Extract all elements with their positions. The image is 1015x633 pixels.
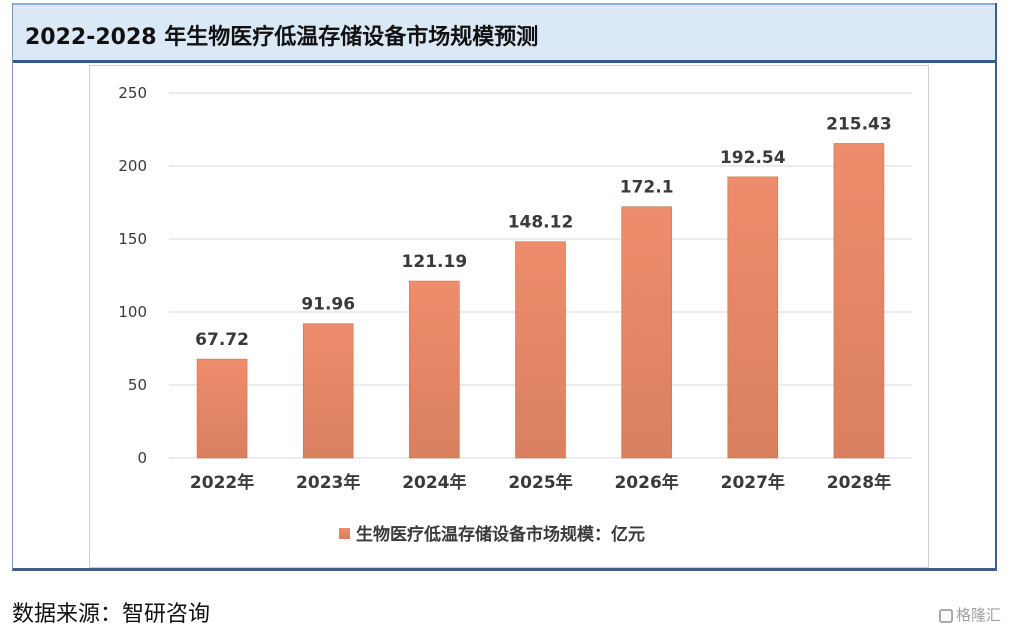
y-tick-label: 200	[118, 157, 147, 175]
y-tick-label: 0	[137, 449, 147, 467]
x-tick-label: 2027年	[721, 472, 785, 493]
data-label: 67.72	[195, 330, 249, 350]
legend-swatch	[339, 528, 350, 539]
data-label: 91.96	[301, 295, 355, 315]
bar-2023年	[302, 323, 354, 459]
y-tick-label: 250	[118, 84, 147, 102]
chart-area: 0 50 100 150 200 250 67.72 91.96 121.19 148.12 17…	[89, 65, 929, 568]
data-labels: 67.72 91.96 121.19 148.12 172.1 192.54 215.43	[195, 114, 892, 350]
watermark-logo-icon	[938, 609, 953, 623]
watermark-text: 格隆汇	[955, 606, 1001, 624]
y-tick-label: 150	[118, 230, 147, 248]
y-tick-label: 50	[128, 376, 147, 394]
bar-chart: 0 50 100 150 200 250 67.72 91.96 121.19 148.12 17…	[118, 84, 912, 545]
x-tick-label: 2022年	[190, 472, 254, 493]
source-note: 数据来源：智研咨询	[12, 602, 211, 627]
legend: 生物医疗低温存储设备市场规模：亿元	[339, 524, 645, 545]
data-label: 192.54	[720, 148, 786, 168]
data-label: 121.19	[402, 252, 468, 272]
report-frame: 2022-2028 年生物医疗低温存储设备市场规模预测 0 50 100 150 200…	[12, 3, 997, 571]
y-tick-label: 100	[118, 303, 147, 321]
y-axis: 0 50 100 150 200 250	[118, 84, 147, 467]
data-label: 215.43	[826, 114, 892, 134]
x-tick-label: 2024年	[402, 472, 466, 493]
data-label: 148.12	[508, 213, 574, 233]
bars	[196, 143, 885, 459]
bar-2024年	[409, 280, 460, 459]
bar-2028年	[833, 143, 885, 459]
legend-label: 生物医疗低温存储设备市场规模：亿元	[356, 524, 645, 545]
bar-2026年	[621, 206, 672, 459]
x-axis: 2022年 2023年 2024年 2025年 2026年 2027年 2028年	[190, 472, 891, 493]
bar-2022年	[196, 358, 248, 459]
x-tick-label: 2028年	[827, 472, 891, 493]
chart-title: 2022-2028 年生物医疗低温存储设备市场规模预测	[25, 25, 539, 50]
title-bar: 2022-2028 年生物医疗低温存储设备市场规模预测	[13, 3, 995, 63]
data-label: 172.1	[620, 178, 674, 198]
x-tick-label: 2026年	[614, 472, 678, 493]
x-tick-label: 2023年	[296, 472, 360, 493]
bar-2027年	[727, 176, 779, 459]
watermark: 格隆汇	[938, 604, 1001, 625]
bar-2025年	[515, 241, 566, 459]
x-tick-label: 2025年	[508, 472, 572, 493]
